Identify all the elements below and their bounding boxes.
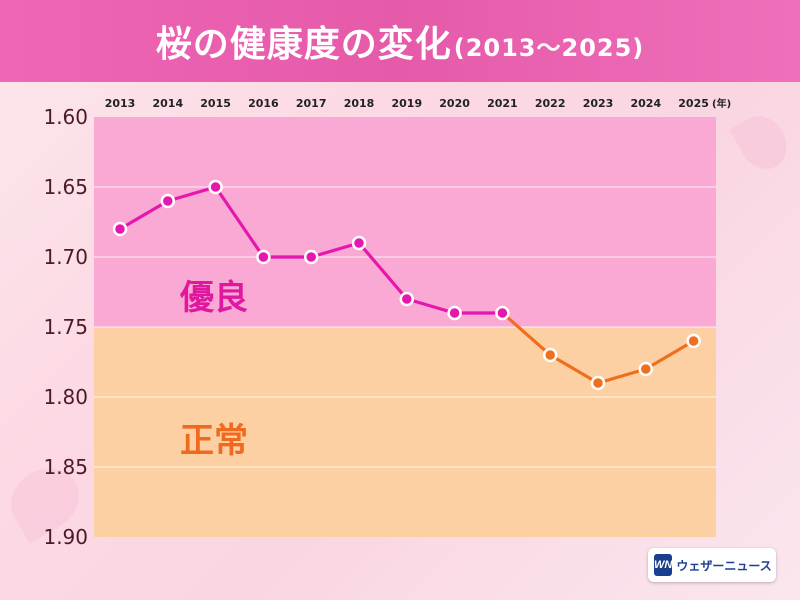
title-banner: 桜の健康度の変化(2013〜2025) — [0, 0, 800, 82]
line-segment — [118, 199, 170, 231]
x-tick-label: 2019 — [391, 97, 422, 110]
line-segment — [548, 353, 600, 385]
line-segment — [214, 185, 265, 259]
zone-normal-band — [94, 327, 716, 537]
x-tick-label: 2013 — [105, 97, 136, 110]
weathernews-logo: WN ウェザーニュース — [648, 548, 776, 582]
series-points — [112, 179, 701, 391]
line-segment — [596, 367, 648, 385]
chart-title-main: 桜の健康度の変化 — [155, 24, 452, 65]
y-tick-label: 1.75 — [43, 315, 88, 339]
data-point — [638, 361, 654, 377]
line-segment — [405, 297, 457, 315]
data-point — [256, 249, 271, 265]
x-tick-label: 2018 — [344, 97, 375, 110]
line-segment — [644, 339, 696, 371]
data-point — [447, 305, 462, 321]
gridlines — [94, 186, 716, 468]
chart-title: 桜の健康度の変化(2013〜2025) — [156, 15, 645, 67]
chart-title-range: (2013〜2025) — [453, 34, 645, 62]
data-point — [112, 221, 128, 237]
y-tick-label: 1.90 — [43, 525, 88, 549]
data-point — [160, 193, 176, 209]
x-tick-label: 2022 — [535, 97, 566, 110]
logo-mark: WN — [654, 554, 673, 576]
y-axis-ticks: 1.60 1.65 1.70 1.75 1.80 1.85 1.90 — [43, 105, 88, 549]
y-tick-label: 1.85 — [43, 455, 88, 479]
data-point — [686, 333, 701, 349]
y-tick-label: 1.60 — [43, 105, 88, 129]
x-tick-label: 2016 — [248, 97, 279, 110]
x-tick-label: 2014 — [152, 97, 183, 110]
line-segment — [357, 241, 409, 301]
data-point — [542, 347, 558, 363]
x-axis-ticks: 2013 2014 2015 2016 2017 2018 2019 2020 2021 2022… — [105, 97, 709, 110]
data-point — [303, 249, 319, 265]
data-point — [590, 375, 606, 391]
data-point — [208, 179, 223, 195]
x-tick-label: 2023 — [583, 97, 614, 110]
y-tick-label: 1.65 — [43, 175, 88, 199]
series-lines — [118, 185, 696, 385]
x-tick-label: 2015 — [200, 97, 231, 110]
y-tick-label: 1.80 — [43, 385, 88, 409]
x-axis-unit: (年) — [712, 97, 731, 110]
line-segment — [500, 311, 552, 357]
x-tick-label: 2017 — [296, 97, 327, 110]
data-point — [495, 305, 510, 321]
logo-text: ウェザーニュース — [676, 558, 772, 573]
x-tick-label: 2021 — [487, 97, 518, 110]
data-point — [351, 235, 367, 251]
x-tick-label: 2020 — [439, 97, 470, 110]
x-tick-label: 2024 — [630, 97, 661, 110]
zone-good-label: 優良 — [179, 278, 248, 318]
x-tick-label: 2025 — [678, 97, 709, 110]
line-segment — [166, 185, 218, 203]
data-point — [399, 291, 415, 307]
line-segment — [309, 241, 361, 259]
zone-normal-label: 正常 — [180, 421, 248, 461]
y-tick-label: 1.70 — [43, 245, 88, 269]
